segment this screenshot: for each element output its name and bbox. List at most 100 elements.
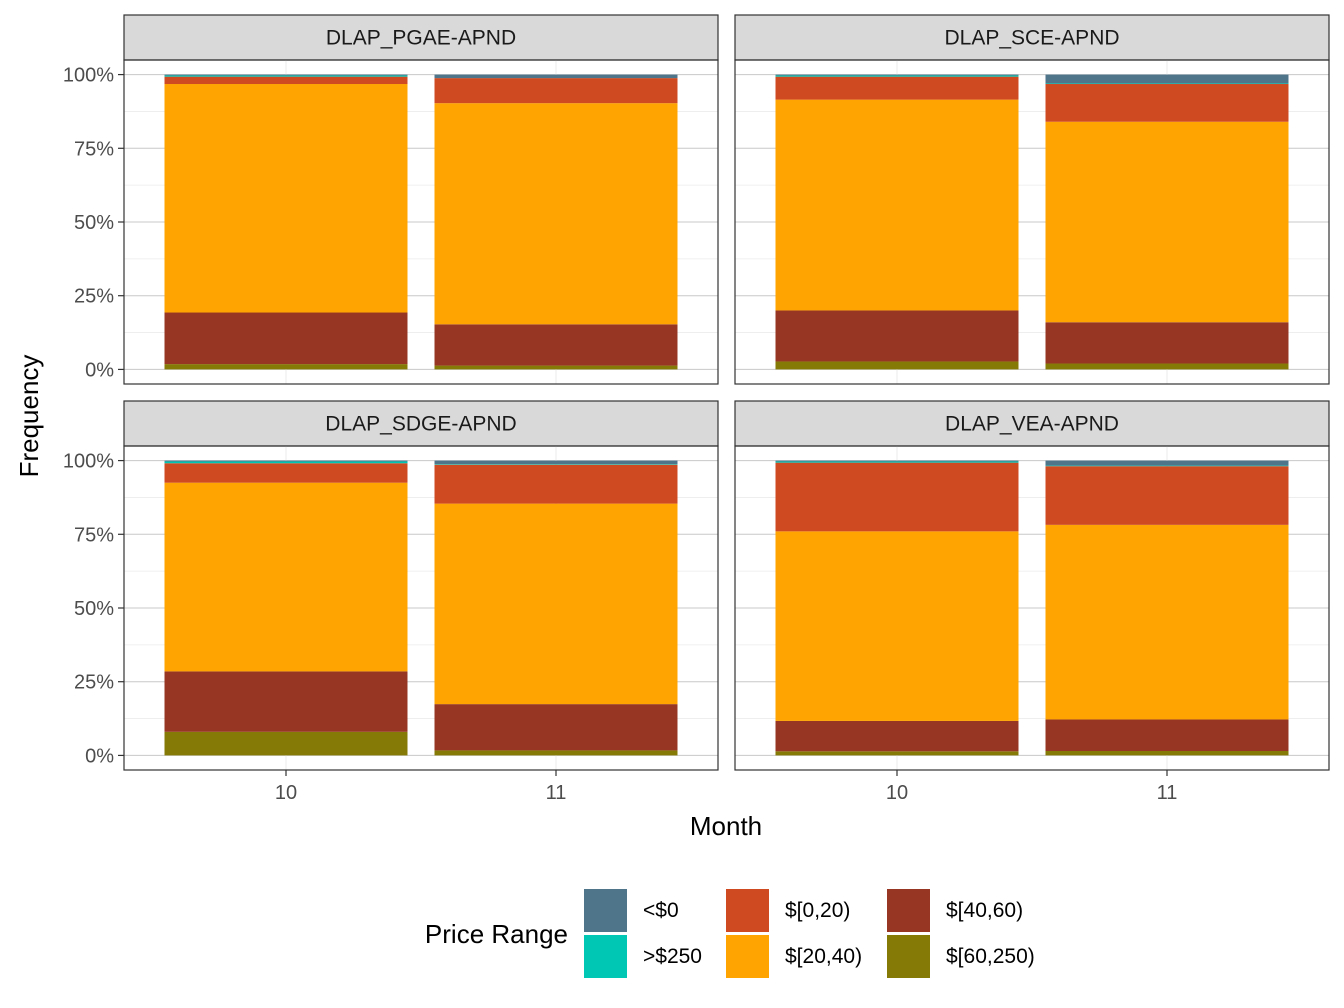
bar-segment-0-20 xyxy=(164,463,408,483)
y-tick-label: 50% xyxy=(74,598,114,620)
bar-segment-0-20 xyxy=(1045,466,1289,525)
bar-segment-20-40 xyxy=(1045,121,1289,323)
facet-strip-label: DLAP_SCE-APND xyxy=(944,27,1119,50)
legend-label: $[40,60) xyxy=(946,899,1023,922)
bar-segment-below-0 xyxy=(434,460,678,465)
facet-strip-label: DLAP_PGAE-APND xyxy=(326,27,516,50)
bar-segment-above-250 xyxy=(775,75,1019,77)
bar-segment-20-40 xyxy=(164,84,408,313)
facet-strip xyxy=(734,14,1330,61)
y-tick-label: 50% xyxy=(74,212,114,234)
x-axis-title: Month xyxy=(690,811,762,841)
bar-segment-above-250 xyxy=(434,464,678,465)
bar-segment-above-250 xyxy=(164,75,408,77)
y-tick-label: 0% xyxy=(85,745,114,767)
panel-border xyxy=(734,445,1330,771)
legend-swatch xyxy=(887,935,930,978)
legend-swatch xyxy=(726,889,769,932)
x-tick-label: 11 xyxy=(546,782,567,804)
legend-label: $[20,40) xyxy=(785,945,862,968)
bar-segment-0-20 xyxy=(775,462,1019,532)
facet-panel-2: DLAP_SCE-APND xyxy=(734,14,1330,385)
x-tick-label: 10 xyxy=(275,782,297,804)
facet-panel-4: DLAP_VEA-APND xyxy=(734,400,1330,771)
bar-segment-below-0 xyxy=(434,74,678,79)
bar-segment-60-250 xyxy=(775,751,1019,756)
panel-border xyxy=(734,59,1330,385)
bar-segment-40-60 xyxy=(1045,719,1289,751)
bar-segment-60-250 xyxy=(775,361,1019,370)
bar-segment-20-40 xyxy=(775,99,1019,311)
bar-segment-20-40 xyxy=(1045,524,1289,720)
bar-segment-40-60 xyxy=(164,671,408,732)
y-tick-label: 25% xyxy=(74,286,114,308)
x-tick-label: 10 xyxy=(886,782,908,804)
bar-segment-above-250 xyxy=(164,461,408,464)
bar-segment-40-60 xyxy=(434,704,678,751)
legend-swatch xyxy=(887,889,930,932)
bar-segment-20-40 xyxy=(434,503,678,705)
legend-label: <$0 xyxy=(643,899,679,922)
facet-strip xyxy=(123,14,719,61)
y-tick-label: 100% xyxy=(63,65,114,87)
legend: Price Range <$0 >$250 $[0,20) $[20,40) $[40,… xyxy=(425,889,1035,978)
legend-swatch xyxy=(584,935,627,978)
axes: 0% 25% 50% 75% 100% 0% 25% 50% 75% 100% 10 11 10 11 xyxy=(63,65,1178,804)
legend-label: $[60,250) xyxy=(946,945,1035,968)
bar-segment-above-250 xyxy=(1045,465,1289,467)
bar-segment-60-250 xyxy=(164,731,408,756)
bar-segment-40-60 xyxy=(1045,322,1289,364)
bar-segment-above-250 xyxy=(1045,83,1289,85)
bar-segment-0-20 xyxy=(775,76,1019,100)
bar-segment-20-40 xyxy=(775,531,1019,721)
bar-segment-60-250 xyxy=(164,364,408,370)
x-tick-label: 11 xyxy=(1157,782,1178,804)
legend-swatch xyxy=(726,935,769,978)
bar-segment-0-20 xyxy=(164,76,408,85)
legend-item-20-40: $[20,40) xyxy=(726,935,862,978)
bar-segment-below-0 xyxy=(164,74,408,76)
y-tick-label: 75% xyxy=(74,138,114,160)
legend-item-above-250: >$250 xyxy=(584,935,702,978)
bar-segment-20-40 xyxy=(164,482,408,672)
facet-panels: DLAP_PGAE-APND DLAP_SCE-APND DLAP_SDGE-APN… xyxy=(123,14,1330,771)
facet-strip-label: DLAP_VEA-APND xyxy=(945,413,1119,436)
legend-item-0-20: $[0,20) xyxy=(726,889,850,932)
legend-swatch xyxy=(584,889,627,932)
bar-segment-60-250 xyxy=(434,365,678,370)
bar-segment-0-20 xyxy=(1045,84,1289,122)
bar-segment-60-250 xyxy=(434,750,678,756)
bar-segment-0-20 xyxy=(434,464,678,504)
bar-segment-40-60 xyxy=(775,720,1019,752)
y-tick-label: 25% xyxy=(74,672,114,694)
legend-label: >$250 xyxy=(643,945,702,968)
facet-strip-label: DLAP_SDGE-APND xyxy=(325,413,516,436)
legend-label: $[0,20) xyxy=(785,899,850,922)
bar-segment-40-60 xyxy=(775,310,1019,362)
bar-segment-40-60 xyxy=(164,312,408,365)
bar-segment-20-40 xyxy=(434,103,678,325)
facet-strip xyxy=(734,400,1330,447)
legend-item-40-60: $[40,60) xyxy=(887,889,1023,932)
legend-title: Price Range xyxy=(425,919,568,949)
bar-segment-0-20 xyxy=(434,78,678,104)
bar-segment-below-0 xyxy=(775,460,1019,462)
y-tick-label: 0% xyxy=(85,359,114,381)
bar-segment-above-250 xyxy=(775,461,1019,463)
y-tick-label: 100% xyxy=(63,451,114,473)
facet-strip xyxy=(123,400,719,447)
y-axis-title: Frequency xyxy=(14,355,44,478)
legend-item-below-0: <$0 xyxy=(584,889,679,932)
bar-segment-below-0 xyxy=(164,460,408,462)
bar-segment-60-250 xyxy=(1045,750,1289,756)
bar-segment-40-60 xyxy=(434,324,678,366)
bar-segment-below-0 xyxy=(1045,74,1289,84)
bar-segment-60-250 xyxy=(1045,363,1289,370)
facet-panel-3: DLAP_SDGE-APND xyxy=(123,400,719,771)
bar-segment-below-0 xyxy=(1045,460,1289,466)
bar-segment-below-0 xyxy=(775,74,1019,76)
facet-panel-1: DLAP_PGAE-APND xyxy=(123,14,719,385)
legend-item-60-250: $[60,250) xyxy=(887,935,1035,978)
y-tick-label: 75% xyxy=(74,524,114,546)
